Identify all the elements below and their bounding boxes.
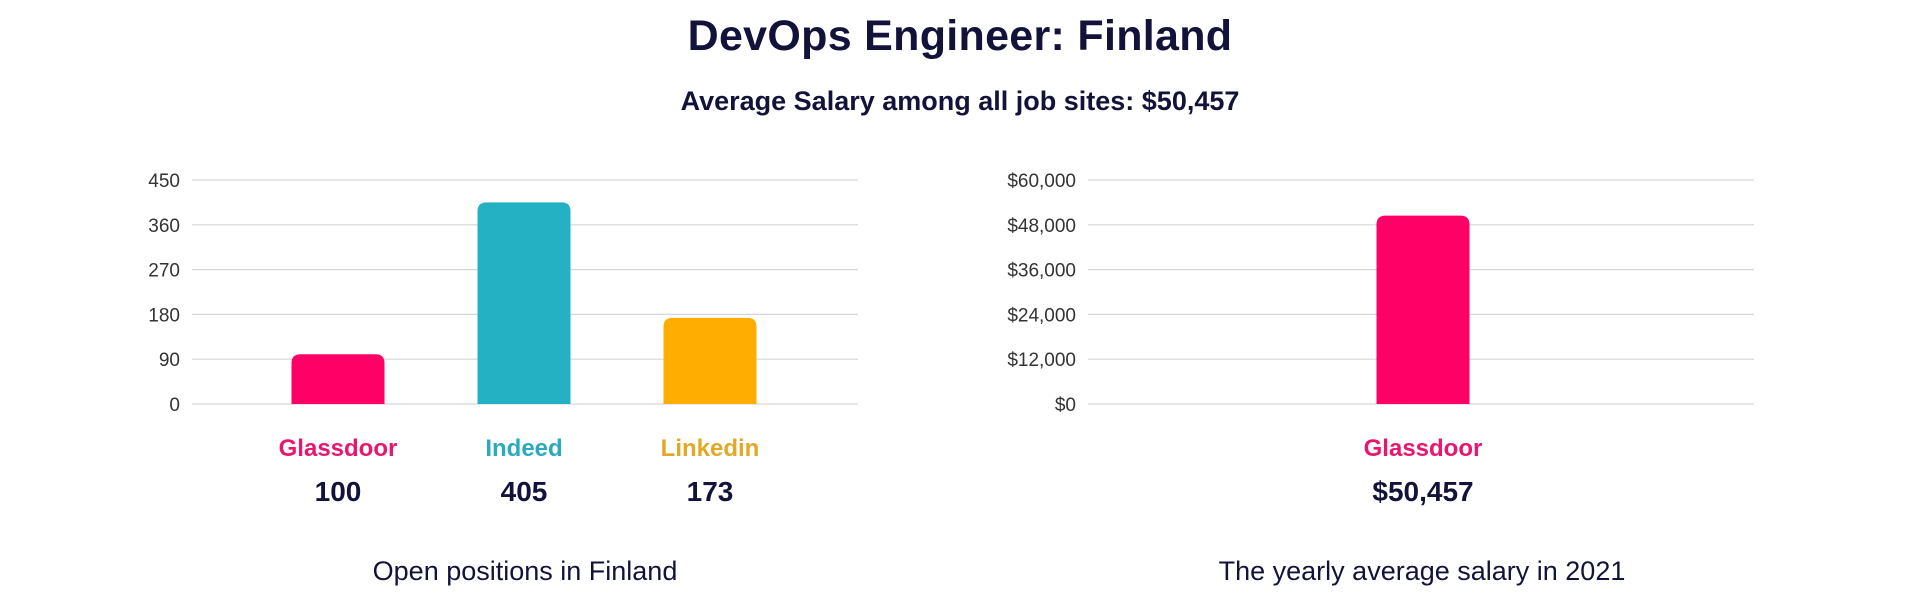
positions-y-tick-label: 90	[159, 350, 180, 371]
salary-chart-caption: The yearly average salary in 2021	[1219, 556, 1626, 586]
positions-value-label: 100	[315, 476, 362, 507]
salary-bar-glassdoor	[1376, 215, 1470, 404]
positions-y-tick-label: 360	[148, 216, 180, 237]
salary-y-tick-label: $48,000	[1007, 216, 1076, 237]
positions-value-label: 173	[687, 476, 734, 507]
positions-y-tick-label: 0	[169, 395, 180, 416]
salary-y-tick-label: $12,000	[1007, 350, 1076, 371]
positions-category-label: Glassdoor	[279, 435, 398, 462]
salary-y-tick-label: $24,000	[1007, 305, 1076, 326]
positions-y-tick-label: 450	[148, 171, 180, 192]
page-title: DevOps Engineer: Finland	[687, 12, 1233, 60]
salary-y-tick-label: $60,000	[1007, 171, 1076, 192]
salary-category-label: Glassdoor	[1364, 435, 1483, 462]
salary-y-tick-label: $0	[1055, 395, 1076, 416]
positions-value-label: 405	[501, 476, 548, 507]
positions-chart-caption: Open positions in Finland	[373, 556, 678, 586]
salary-value-label: $50,457	[1372, 476, 1473, 507]
positions-category-label: Indeed	[485, 435, 562, 462]
positions-bar-linkedin	[663, 317, 757, 404]
positions-category-label: Linkedin	[661, 435, 760, 462]
positions-y-tick-label: 180	[148, 305, 180, 326]
positions-y-tick-label: 270	[148, 261, 180, 282]
positions-bar-glassdoor	[291, 354, 385, 404]
positions-bar-indeed	[477, 202, 571, 404]
salary-y-tick-label: $36,000	[1007, 261, 1076, 282]
page-subtitle: Average Salary among all job sites: $50,…	[680, 86, 1240, 116]
